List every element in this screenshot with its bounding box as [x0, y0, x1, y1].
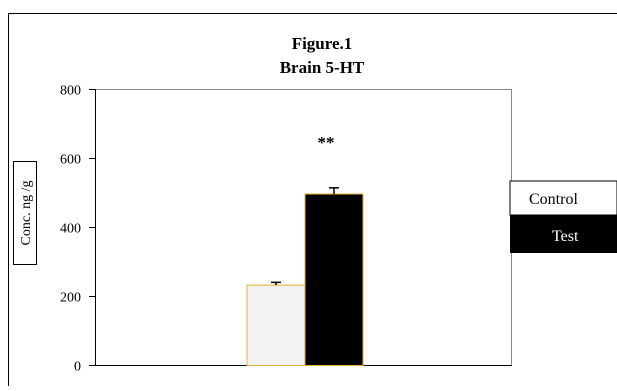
significance-marker: ** — [318, 133, 335, 152]
y-axis-label: Conc. ng /g — [14, 162, 37, 265]
y-tick-label: 400 — [60, 222, 81, 237]
y-tick-label: 200 — [60, 291, 81, 306]
chart-title: Brain 5-HT — [280, 58, 365, 77]
y-tick-label: 0 — [74, 360, 81, 375]
figure-label: Figure.1 — [292, 34, 353, 53]
bar-control — [247, 285, 305, 365]
legend-label-control: Control — [529, 191, 578, 208]
bar-test — [305, 194, 363, 365]
annotations: ** — [318, 133, 335, 152]
legend-label-test: Test — [552, 228, 579, 245]
y-axis-label-text: Conc. ng /g — [19, 181, 34, 246]
y-tick-label: 600 — [60, 153, 81, 168]
legend: Control Test — [510, 181, 617, 253]
y-tick-label: 800 — [60, 84, 81, 99]
